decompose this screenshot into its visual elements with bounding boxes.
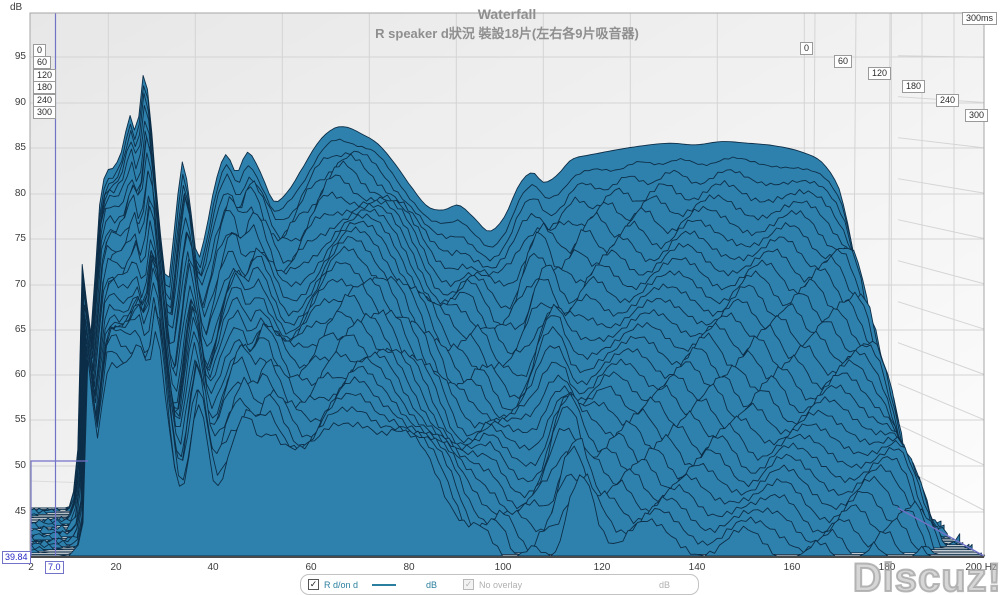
freq-axis-tick-label: 20 bbox=[110, 562, 122, 573]
freq-axis-tick-label: 60 bbox=[305, 562, 317, 573]
db-axis-tick-label: 70 bbox=[14, 279, 26, 290]
freq-axis-tick-label: 160 bbox=[783, 562, 801, 573]
time-tick-left: 300 bbox=[33, 106, 57, 119]
time-tick-right: 240 bbox=[936, 94, 960, 107]
time-tick-right: 180 bbox=[902, 80, 926, 93]
legend-overlay-label[interactable]: No overlay bbox=[479, 579, 523, 590]
time-tick-right: 0 bbox=[800, 42, 814, 55]
chart-subtitle: R speaker d狀況 裝設18片(左右各9片吸音器) bbox=[375, 26, 639, 41]
legend-trace-label[interactable]: R d/on d bbox=[324, 579, 359, 590]
db-axis-tick-label: 60 bbox=[14, 369, 26, 380]
db-axis-tick-label: 45 bbox=[14, 506, 26, 517]
time-tick-left: 60 bbox=[33, 56, 52, 69]
time-tick-right: 120 bbox=[868, 67, 892, 80]
chart-title-block: Waterfall R speaker d狀況 裝設18片(左右各9片吸音器) bbox=[30, 6, 984, 42]
cursor-frequency-box[interactable]: 7.0 bbox=[45, 561, 64, 574]
db-axis-bottom-value-box[interactable]: 39.84 bbox=[2, 551, 31, 564]
freq-axis-tick-label: 80 bbox=[403, 562, 415, 573]
freq-axis-end-label: 200 Hz bbox=[965, 562, 997, 573]
legend-overlay-unit: dB bbox=[658, 579, 670, 590]
legend-trace-unit: dB bbox=[426, 579, 438, 590]
freq-axis-tick-label: 100 bbox=[494, 562, 512, 573]
time-tick-right: 300 bbox=[965, 109, 989, 122]
freq-axis-tick-label: 140 bbox=[688, 562, 706, 573]
db-axis-tick-label: 90 bbox=[14, 97, 26, 108]
time-tick-left: 180 bbox=[33, 81, 57, 94]
freq-axis-tick-label: 40 bbox=[207, 562, 219, 573]
time-axis-title: 300ms bbox=[961, 12, 997, 25]
floor-front-right-edge bbox=[897, 507, 985, 557]
legend-checkbox-trace[interactable]: ✓ bbox=[308, 579, 319, 590]
legend-trace-color-swatch bbox=[372, 583, 397, 586]
db-axis-tick-label: 80 bbox=[14, 188, 26, 199]
legend-bar: ✓ R d/on d dB ✓ No overlay dB bbox=[300, 574, 699, 595]
db-axis-tick-label: 65 bbox=[14, 324, 26, 335]
freq-axis-tick-label: 180 bbox=[878, 562, 896, 573]
db-axis-tick-label: 75 bbox=[14, 233, 26, 244]
db-axis-tick-label: 85 bbox=[14, 142, 26, 153]
legend-checkbox-overlay[interactable]: ✓ bbox=[463, 579, 475, 590]
waterfall-surface bbox=[29, 75, 986, 557]
db-axis-tick-label: 95 bbox=[14, 51, 26, 62]
freq-axis-tick-label: 2 bbox=[28, 562, 34, 573]
freq-axis-tick-label: 120 bbox=[593, 562, 611, 573]
db-axis-tick-label: 55 bbox=[14, 414, 26, 425]
db-axis-unit-label: dB bbox=[10, 2, 23, 13]
db-axis-tick-label: 50 bbox=[14, 460, 26, 471]
plot-frame bbox=[29, 12, 985, 558]
chart-title: Waterfall bbox=[477, 6, 537, 22]
time-tick-right: 60 bbox=[834, 55, 853, 68]
discuz-watermark: Discuz! bbox=[852, 555, 1000, 595]
